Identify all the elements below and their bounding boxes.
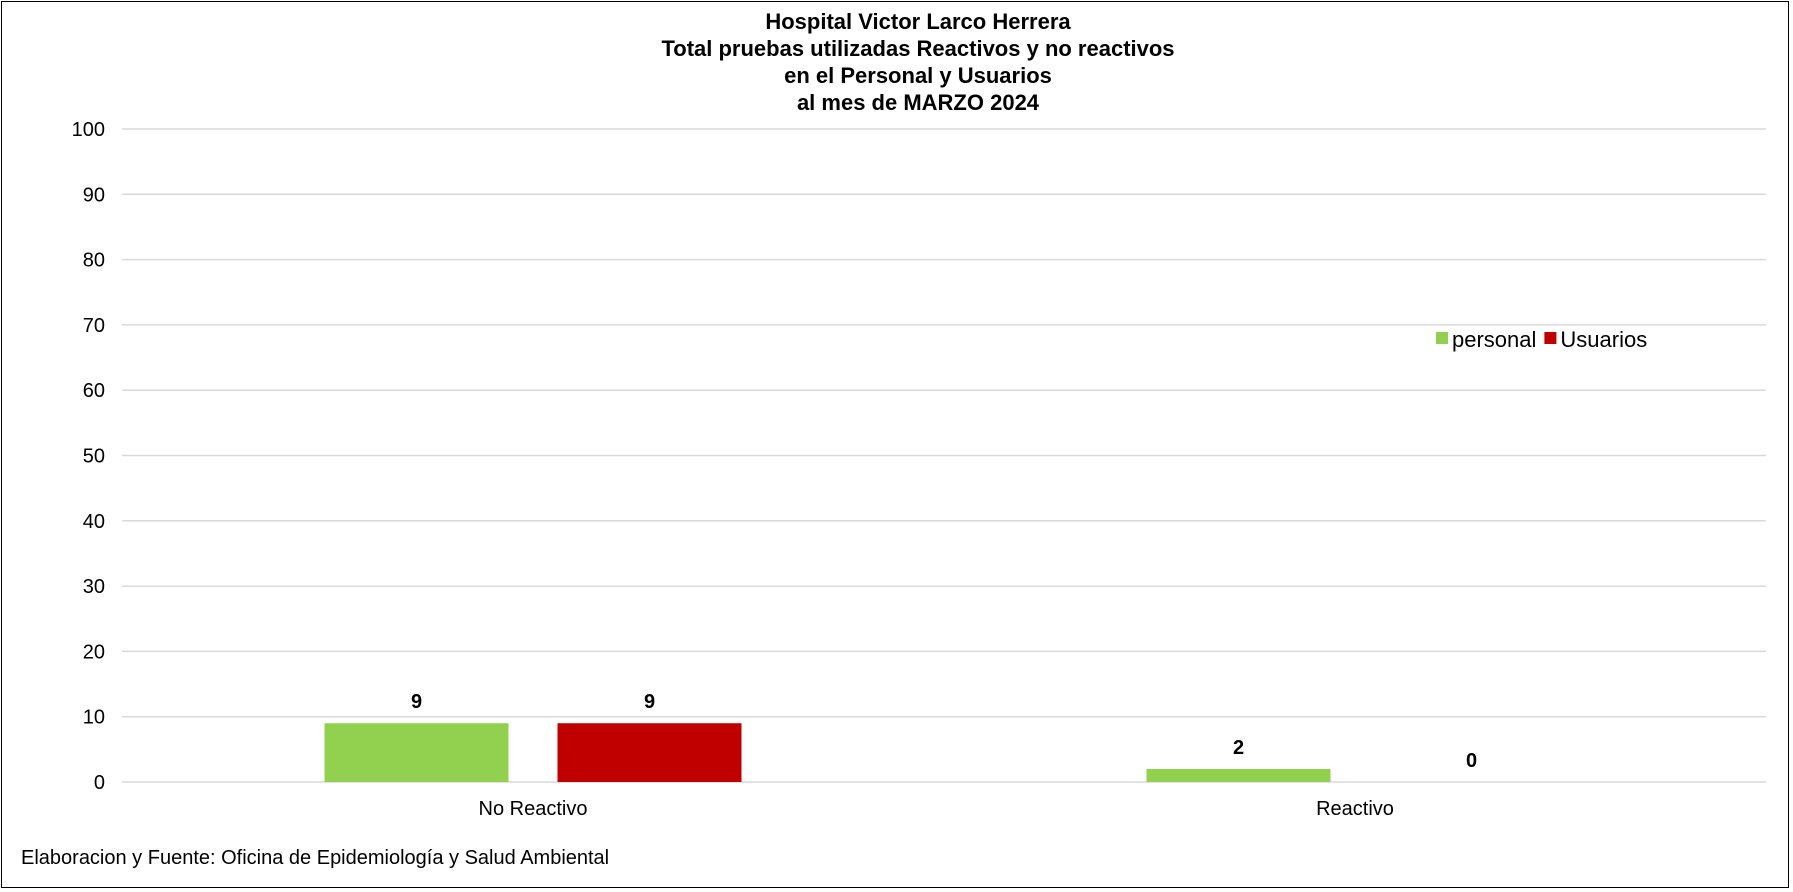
- y-tick-label: 60: [83, 380, 105, 402]
- data-labels: 9 9 2 0: [411, 691, 1477, 772]
- y-tick-label: 10: [83, 707, 105, 729]
- y-tick-label: 80: [83, 250, 105, 272]
- bars: [324, 723, 1331, 782]
- y-tick-label: 0: [94, 772, 105, 794]
- y-tick-label: 50: [83, 446, 105, 468]
- gridlines: [122, 128, 1766, 783]
- legend-label-personal: personal: [1452, 327, 1536, 352]
- y-tick-label: 100: [72, 119, 105, 141]
- x-category-label: No Reactivo: [479, 798, 588, 820]
- data-label: 9: [644, 691, 655, 713]
- data-label: 0: [1466, 750, 1477, 772]
- y-tick-label: 90: [83, 184, 105, 206]
- legend-swatch-personal: [1436, 332, 1448, 344]
- chart-title-line: Total pruebas utilizadas Reactivos y no …: [661, 36, 1174, 61]
- legend-swatch-usuarios: [1544, 332, 1557, 344]
- y-tick-label: 40: [83, 511, 105, 533]
- chart-title-line: Hospital Victor Larco Herrera: [765, 9, 1071, 34]
- data-label: 9: [411, 691, 422, 713]
- bar-personal-no-reactivo: [324, 723, 509, 782]
- y-tick-label: 20: [83, 641, 105, 663]
- bar-usuarios-no-reactivo: [557, 723, 742, 782]
- y-tick-label: 70: [83, 315, 105, 337]
- legend-label-usuarios: Usuarios: [1560, 327, 1647, 352]
- data-label: 2: [1233, 737, 1244, 759]
- source-note: Elaboracion y Fuente: Oficina de Epidemi…: [21, 847, 609, 869]
- chart-title-line: al mes de MARZO 2024: [797, 90, 1040, 115]
- legend: personal Usuarios: [1436, 327, 1647, 352]
- y-tick-label: 30: [83, 576, 105, 598]
- x-category-label: Reactivo: [1316, 798, 1394, 820]
- x-axis-category-labels: No Reactivo Reactivo: [479, 798, 1394, 820]
- chart-title-line: en el Personal y Usuarios: [784, 63, 1052, 88]
- y-axis-tick-labels: 0 10 20 30 40 50 60 70 80 90 100: [72, 119, 105, 794]
- bar-personal-reactivo: [1146, 768, 1331, 782]
